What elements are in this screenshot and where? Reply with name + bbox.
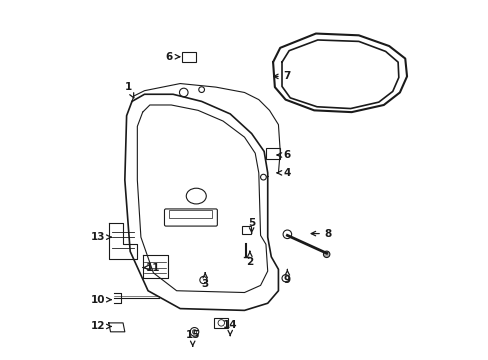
Text: 7: 7 (273, 71, 290, 81)
Bar (182, 52, 196, 62)
Bar (169, 210, 212, 217)
Text: 3: 3 (201, 273, 208, 289)
Bar (214, 318, 228, 328)
Circle shape (323, 251, 329, 257)
Text: 10: 10 (91, 295, 111, 305)
Text: 14: 14 (223, 320, 237, 336)
Bar (242, 226, 250, 234)
Text: 8: 8 (310, 229, 331, 239)
Text: 1: 1 (124, 82, 134, 98)
Text: 5: 5 (247, 218, 255, 233)
Text: 6: 6 (165, 52, 179, 62)
Text: 6: 6 (277, 150, 290, 160)
Text: 4: 4 (277, 168, 290, 178)
Text: 15: 15 (185, 330, 200, 346)
Bar (265, 148, 280, 158)
Text: 11: 11 (143, 262, 161, 273)
Text: 13: 13 (91, 232, 111, 242)
Text: 9: 9 (283, 269, 290, 285)
Text: 2: 2 (246, 251, 253, 267)
Text: 12: 12 (91, 321, 111, 332)
